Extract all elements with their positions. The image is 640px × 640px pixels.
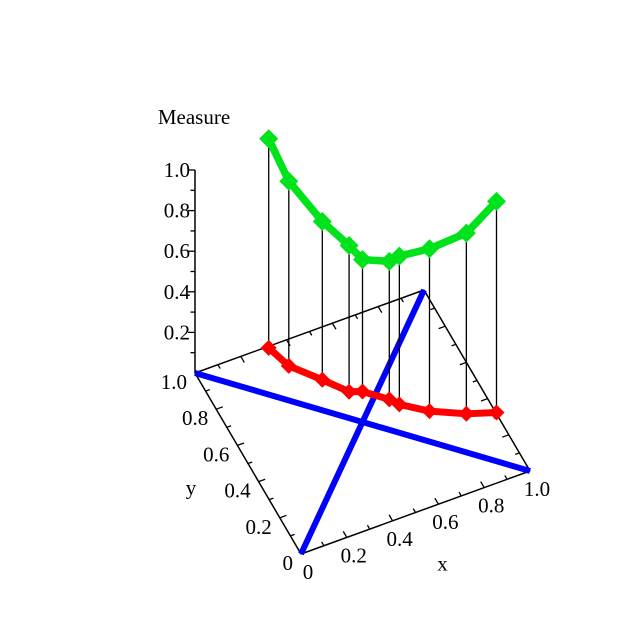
y-axis-mirror-tick <box>501 434 510 438</box>
x-tick-label: 0 <box>303 560 314 584</box>
base-diagonal-01-10 <box>194 370 531 474</box>
z-tick-label: 0.8 <box>164 199 190 223</box>
upper-series-marker <box>279 171 299 191</box>
x-axis-tick <box>504 475 508 480</box>
y-axis-mirror-tick <box>514 452 520 456</box>
z-tick-label: 0.4 <box>164 280 191 304</box>
x-tick-label: 0.2 <box>341 543 367 567</box>
lower-series-marker <box>391 396 408 413</box>
z-tick-label: 1.0 <box>164 158 190 182</box>
lower-series-line <box>265 344 500 418</box>
x-axis-mirror-tick <box>240 356 245 363</box>
upper-series-marker <box>487 191 506 211</box>
x-axis-mirror-tick <box>217 364 221 369</box>
y-axis-tick <box>258 478 266 483</box>
x-axis-mirror-tick <box>308 331 313 336</box>
z-axis-title: Measure <box>158 105 230 129</box>
lower-series-marker <box>341 383 358 400</box>
lower-series-marker <box>458 405 475 422</box>
y-tick-label: 0.2 <box>246 515 272 539</box>
x-axis-mirror-tick <box>354 314 359 320</box>
lower-series-marker <box>354 383 371 400</box>
upper-series-marker <box>456 223 476 243</box>
y-tick-label: 0.8 <box>182 406 208 430</box>
y-axis-tick <box>247 461 253 465</box>
y-tick-label: 0.4 <box>224 479 251 503</box>
x-tick-label: 0.6 <box>432 510 458 534</box>
y-axis-tick <box>279 514 287 519</box>
x-axis-tick <box>342 531 348 538</box>
y-axis-tick <box>290 533 295 537</box>
upper-series-marker <box>259 129 279 149</box>
x-axis-tick <box>458 491 462 497</box>
y-axis-tick <box>205 388 211 392</box>
z-tick-label: 0.6 <box>164 239 190 263</box>
x-axis-title: x <box>437 552 448 576</box>
y-axis-tick <box>215 406 224 410</box>
y-axis-mirror-tick <box>480 397 488 402</box>
y-tick-label: 1.0 <box>161 370 187 394</box>
x-axis-tick <box>412 508 417 513</box>
y-tick-label: 0.6 <box>203 442 229 466</box>
x-tick-label: 1.0 <box>524 477 550 501</box>
y-tick-label: 0 <box>283 551 294 575</box>
y-axis-mirror-tick <box>438 325 446 330</box>
x-tick-label: 0.8 <box>478 494 504 518</box>
x-axis-tick <box>434 497 439 505</box>
y-axis-tick <box>226 425 232 428</box>
z-tick-label: 0.2 <box>164 320 190 344</box>
y-axis-tick <box>237 442 245 447</box>
lower-series-marker <box>314 371 331 388</box>
y-axis-mirror-tick <box>459 361 467 366</box>
lower-series-marker <box>488 404 505 421</box>
y-axis-mirror-tick <box>472 379 478 383</box>
upper-series-marker <box>312 211 332 231</box>
y-axis-tick <box>268 497 274 501</box>
x-axis-mirror-tick <box>377 306 383 313</box>
x-axis-tick <box>388 514 394 522</box>
x-axis-tick <box>321 541 325 547</box>
lower-series-marker <box>421 403 438 420</box>
upper-series-marker <box>389 246 409 266</box>
lower-series-marker <box>280 357 297 374</box>
x-axis-tick <box>480 481 485 488</box>
upper-series-marker <box>353 250 372 270</box>
y-axis-mirror-tick <box>451 343 457 347</box>
lower-series-marker <box>260 339 277 356</box>
x-axis-mirror-tick <box>331 322 337 330</box>
x-axis-tick <box>366 524 371 530</box>
x-tick-label: 0.4 <box>386 527 413 551</box>
y-axis-title: y <box>186 476 197 500</box>
y-axis-mirror-tick <box>430 307 435 311</box>
upper-series-marker <box>420 239 439 259</box>
x-axis-mirror-tick <box>400 297 404 303</box>
upper-series-marker <box>339 236 359 256</box>
upper-series-line <box>264 135 501 266</box>
